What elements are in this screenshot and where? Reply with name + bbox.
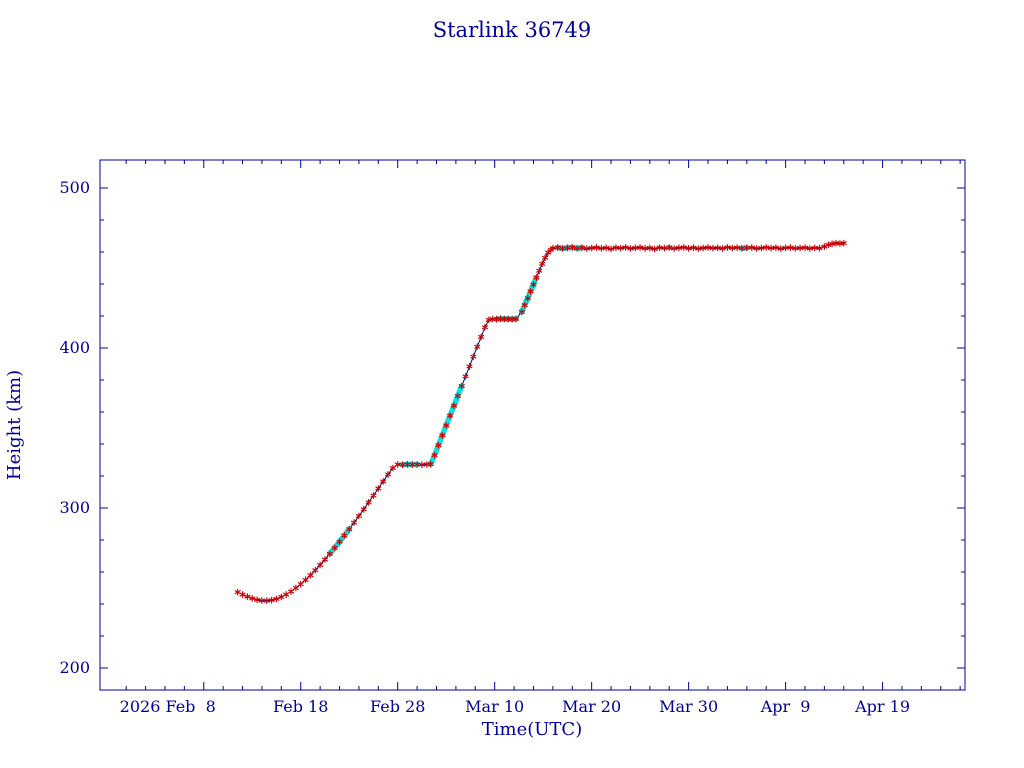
- x-tick-label: Mar 20: [562, 697, 621, 716]
- tick-labels: 2026 Feb 8 Feb 18 Feb 28 Mar 10 Mar 20 Mar 30…: [59, 178, 910, 716]
- data-markers: [234, 239, 847, 605]
- x-tick-label: Feb 28: [370, 697, 425, 716]
- x-axis-label: Time(UTC): [482, 719, 582, 740]
- data-line: [237, 242, 844, 602]
- chart-title: Starlink 36749: [433, 18, 592, 42]
- y-tick-label: 300: [59, 498, 90, 517]
- x-tick-label: Mar 10: [465, 697, 524, 716]
- y-axis-label: Height (km): [4, 370, 25, 480]
- x-tick-label: Feb 18: [273, 697, 328, 716]
- x-tick-label: 2026 Feb 8: [120, 697, 216, 716]
- tick-marks: [100, 160, 965, 690]
- data-series: [234, 239, 847, 605]
- x-tick-label: Mar 30: [659, 697, 718, 716]
- plot-frame: [99, 159, 966, 691]
- highlight-segment: [519, 274, 540, 315]
- highlight-segment: [399, 461, 420, 468]
- y-tick-label: 200: [59, 658, 90, 677]
- y-tick-label: 400: [59, 338, 90, 357]
- y-tick-label: 500: [59, 178, 90, 197]
- x-tick-label: Apr 19: [854, 697, 910, 716]
- x-tick-label: Apr 9: [760, 697, 811, 716]
- axes: [99, 159, 966, 691]
